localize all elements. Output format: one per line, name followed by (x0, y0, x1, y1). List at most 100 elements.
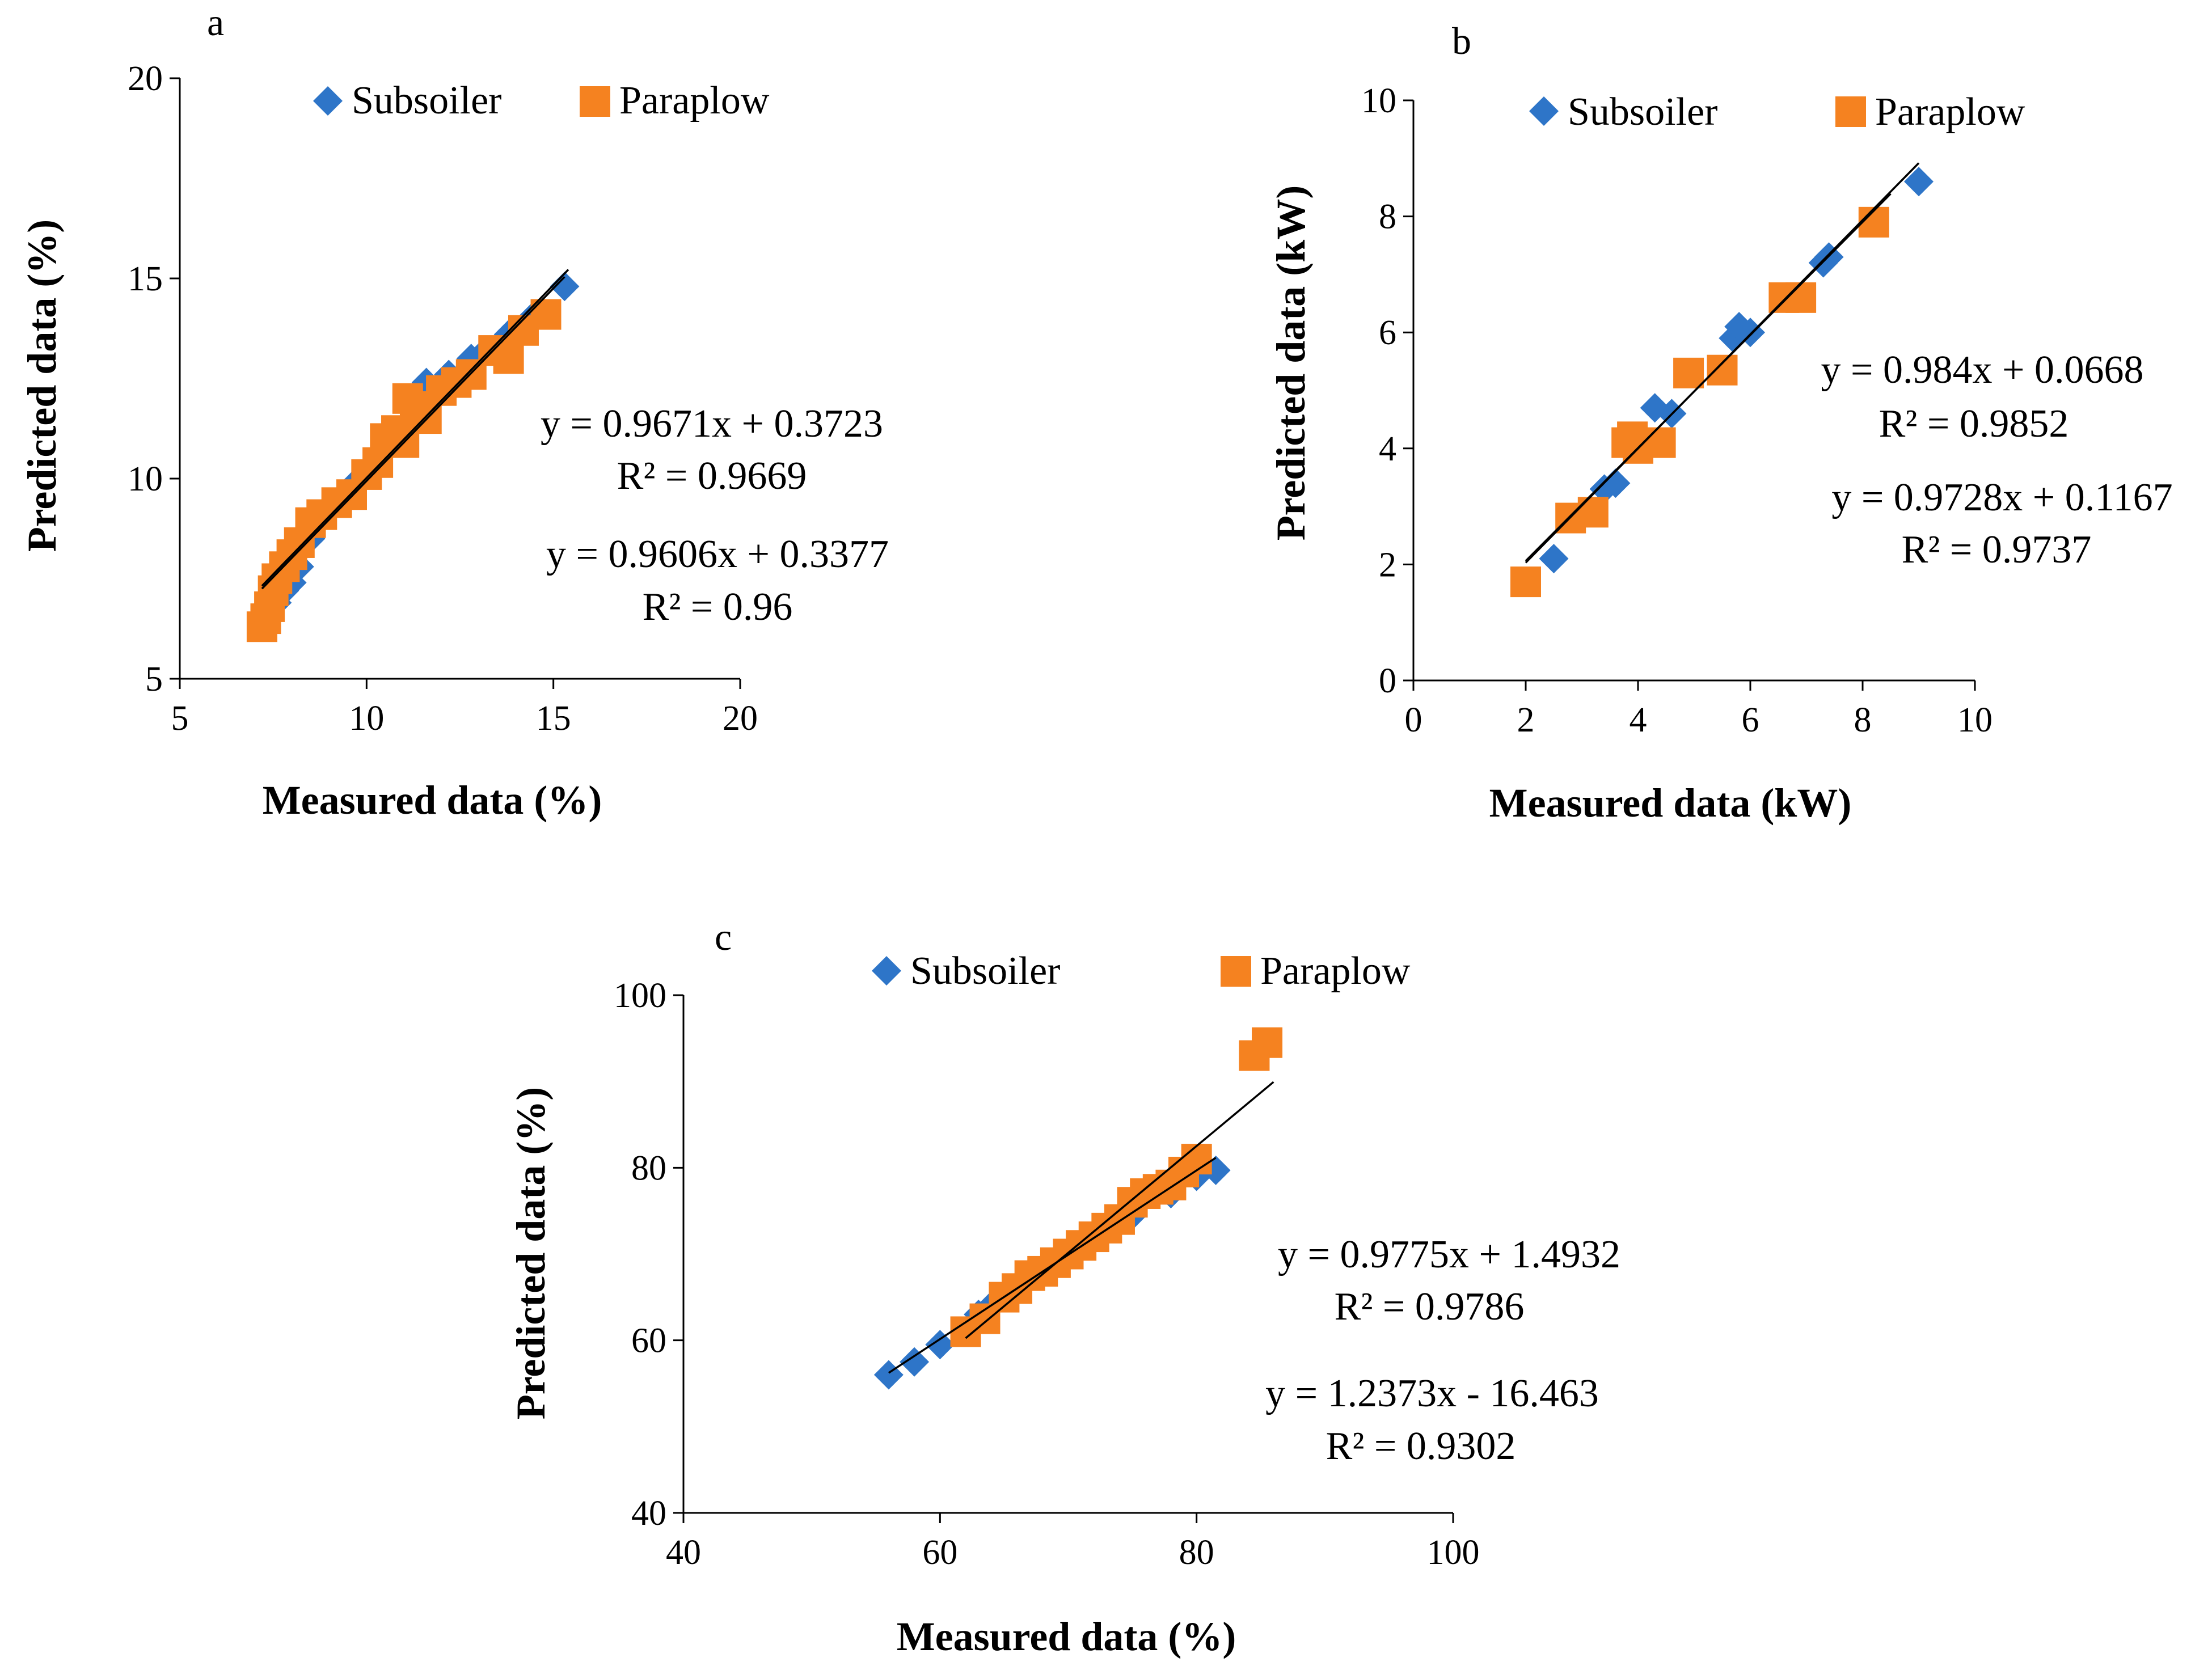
subsoiler-point (1601, 468, 1631, 498)
x-tick-label: 0 (1405, 701, 1422, 739)
trendline (965, 1081, 1274, 1339)
legend-item-subsoiler: Subsoiler (313, 79, 501, 122)
paraplow-point (1645, 427, 1676, 458)
chart-panel-a: a 5 10 15 20 5 10 15 20 Subsoiler Paraplow y = … (19, 1, 889, 823)
x-tick-label: 40 (666, 1533, 701, 1572)
x-axis-title: Measured data (%) (263, 777, 602, 823)
y-tick-label: 6 (1379, 314, 1396, 352)
x-tick-label: 100 (1427, 1533, 1480, 1572)
panel-letter: c (715, 915, 732, 958)
y-tick-label: 80 (631, 1149, 666, 1187)
legend-item-paraplow: Paraplow (1835, 90, 2025, 134)
equation-1: y = 0.9671x + 0.3723 (541, 402, 883, 446)
y-tick-label: 60 (631, 1322, 666, 1360)
equation-1: y = 0.9775x + 1.4932 (1278, 1233, 1620, 1276)
x-tick-label: 20 (723, 699, 758, 738)
regression-equations: y = 0.9775x + 1.4932 R² = 0.9786 y = 1.2… (1265, 1233, 1620, 1468)
legend-item-paraplow: Paraplow (1221, 949, 1411, 993)
subsoiler-point (1736, 318, 1765, 348)
r-squared-2: R² = 0.9302 (1326, 1424, 1516, 1468)
y-tick-label: 8 (1379, 198, 1396, 236)
x-tick-label: 5 (171, 699, 189, 738)
paraplow-point (1673, 357, 1704, 388)
y-tick-label: 20 (128, 60, 163, 98)
legend-item-subsoiler: Subsoiler (1529, 90, 1717, 134)
x-tick-label: 4 (1630, 701, 1647, 739)
legend-label-subsoiler: Subsoiler (910, 949, 1060, 993)
legend-label-paraplow: Paraplow (1260, 949, 1411, 993)
legend-square-icon (580, 86, 610, 117)
subsoiler-point (550, 272, 580, 302)
subsoiler-point (925, 1330, 955, 1360)
trendline (261, 269, 569, 587)
r-squared-2: R² = 0.9737 (1902, 528, 2092, 572)
paraplow-point (493, 343, 524, 374)
paraplow-point (1707, 354, 1738, 386)
legend-diamond-icon (313, 86, 343, 116)
x-tick-label: 8 (1854, 701, 1872, 739)
subsoiler-point (873, 1360, 904, 1390)
paraplow-point (1252, 1027, 1283, 1058)
legend-diamond-icon (872, 956, 901, 986)
y-axis-title: Predicted data (%) (19, 219, 65, 552)
x-tick-label: 6 (1742, 701, 1759, 739)
x-tick-label: 80 (1179, 1533, 1214, 1572)
legend-diamond-icon (1529, 96, 1559, 126)
x-tick-label: 60 (922, 1533, 957, 1572)
x-axis-title: Measured data (%) (897, 1614, 1236, 1659)
legend: Subsoiler Paraplow (313, 79, 770, 122)
legend: Subsoiler Paraplow (872, 949, 1411, 993)
legend-square-icon (1221, 956, 1251, 987)
equation-1: y = 0.984x + 0.0668 (1821, 348, 2144, 392)
legend-item-subsoiler: Subsoiler (872, 949, 1060, 993)
equation-2: y = 1.2373x - 16.463 (1265, 1372, 1599, 1415)
legend: Subsoiler Paraplow (1529, 90, 2025, 134)
y-tick-label: 2 (1379, 546, 1396, 584)
y-tick-label: 10 (128, 460, 163, 498)
x-tick-label: 10 (1957, 701, 1993, 739)
trendline (1525, 193, 1892, 562)
legend-label-subsoiler: Subsoiler (352, 79, 501, 122)
subsoiler-point (1904, 167, 1934, 197)
paraplow-point (1510, 566, 1541, 598)
regression-equations: y = 0.984x + 0.0668 R² = 0.9852 y = 0.97… (1821, 348, 2173, 572)
legend-label-paraplow: Paraplow (619, 79, 770, 122)
y-axis-title: Predicted data (kW) (1268, 185, 1314, 541)
y-tick-label: 40 (631, 1494, 666, 1533)
y-tick-label: 0 (1379, 662, 1396, 700)
panel-letter: a (207, 1, 224, 44)
plot-area: 40 60 80 100 40 60 80 100 (614, 976, 1480, 1572)
x-tick-label: 2 (1517, 701, 1535, 739)
panel-letter: b (1452, 19, 1471, 62)
regression-equations: y = 0.9671x + 0.3723 R² = 0.9669 y = 0.9… (541, 402, 889, 629)
y-tick-label: 4 (1379, 430, 1396, 468)
trendline (261, 276, 565, 590)
plot-area: 5 10 15 20 5 10 15 20 (128, 60, 758, 738)
y-tick-label: 15 (128, 260, 163, 298)
legend-item-paraplow: Paraplow (580, 79, 770, 122)
paraplow-point (1785, 282, 1817, 313)
chart-panel-b: b 0 2 4 6 8 10 0 2 4 6 8 10 Subsoiler Paraplow y = … (1268, 19, 2173, 826)
y-tick-label: 100 (614, 976, 666, 1015)
subsoiler-point (1539, 544, 1569, 574)
x-axis-title: Measured data (kW) (1489, 780, 1852, 826)
r-squared-1: R² = 0.9786 (1335, 1285, 1525, 1329)
x-tick-label: 10 (349, 699, 384, 738)
y-axis-title: Predicted data (%) (508, 1087, 554, 1420)
y-tick-label: 5 (145, 660, 163, 699)
r-squared-2: R² = 0.96 (643, 585, 793, 629)
r-squared-1: R² = 0.9852 (1879, 402, 2069, 446)
legend-label-subsoiler: Subsoiler (1568, 90, 1717, 134)
equation-2: y = 0.9728x + 0.1167 (1831, 476, 2172, 519)
plot-area: 0 2 4 6 8 10 0 2 4 6 8 10 (1361, 82, 1993, 739)
subsoiler-point (900, 1347, 930, 1377)
legend-square-icon (1835, 96, 1866, 127)
equation-2: y = 0.9606x + 0.3377 (546, 532, 889, 576)
y-tick-label: 10 (1361, 82, 1396, 120)
paraplow-point (1577, 497, 1609, 528)
r-squared-1: R² = 0.9669 (617, 454, 807, 498)
legend-label-paraplow: Paraplow (1875, 90, 2025, 134)
x-tick-label: 15 (536, 699, 571, 738)
